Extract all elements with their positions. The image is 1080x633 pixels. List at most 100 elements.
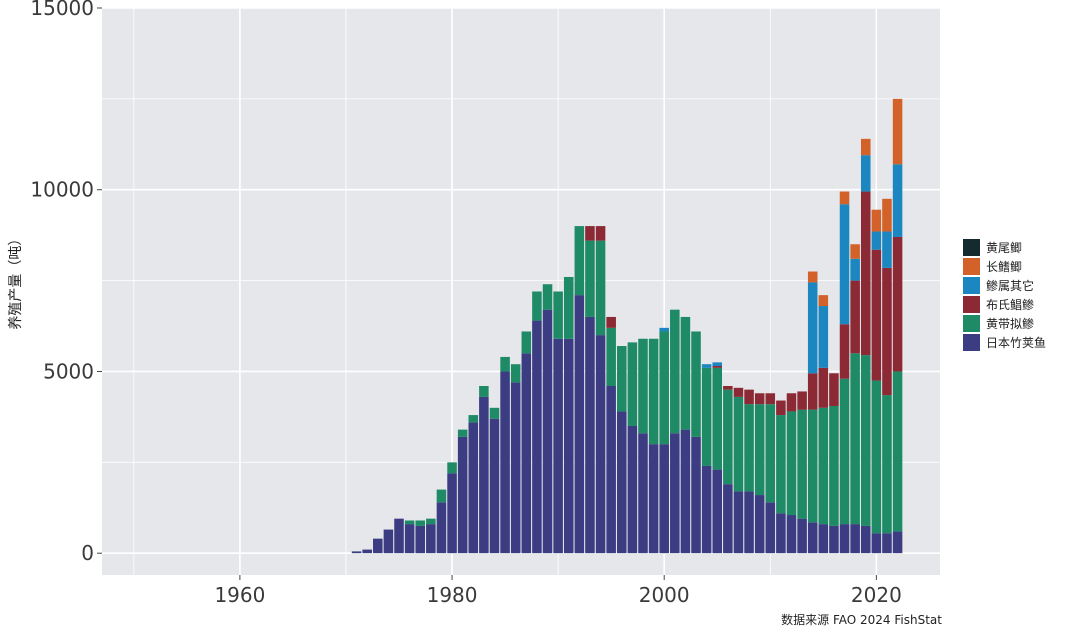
legend-swatch	[963, 258, 980, 275]
bar-segment	[765, 404, 776, 503]
bar-segment	[436, 489, 447, 503]
bar-segment	[892, 98, 903, 165]
bar-segment	[532, 320, 542, 554]
legend-swatch	[963, 296, 980, 313]
bar-segment	[426, 524, 436, 554]
bar-segment	[744, 491, 754, 554]
bar-segment	[415, 520, 426, 526]
bar-segment	[807, 522, 818, 554]
bar-segment	[553, 338, 563, 554]
bar-segment	[415, 525, 426, 554]
bar-segment	[532, 291, 542, 321]
y-tick-label: 10000	[30, 178, 94, 202]
bar-segment	[457, 436, 468, 554]
x-tick-label: 1960	[214, 583, 265, 607]
bar-segment	[585, 226, 595, 241]
bar-segment	[733, 396, 744, 492]
bar-segment	[807, 271, 818, 283]
bar-segment	[383, 529, 394, 554]
bar-segment	[892, 371, 903, 532]
x-tick-label: 2000	[639, 583, 690, 607]
legend-swatch	[963, 315, 980, 332]
bar-segment	[860, 155, 871, 192]
bar-segment	[510, 364, 521, 383]
bar-segment	[606, 327, 616, 386]
bar-segment	[744, 404, 754, 492]
bar-segment	[818, 295, 829, 307]
bar-segment	[404, 524, 415, 554]
bar-segment	[521, 331, 532, 354]
bar-segment	[563, 338, 574, 554]
bar-segment	[797, 409, 807, 519]
bar-segment	[882, 267, 892, 396]
legend-label: 长鳍鲫	[986, 260, 1022, 274]
bar-segment	[776, 513, 786, 554]
bar-segment	[754, 393, 765, 405]
bar-segment	[797, 391, 807, 410]
bar-segment	[839, 191, 850, 205]
legend-label: 鲹属其它	[986, 278, 1034, 293]
bar-segment	[574, 295, 585, 554]
bar-segment	[648, 338, 659, 445]
bar-segment	[818, 367, 829, 408]
bar-segment	[712, 469, 723, 554]
bar-segment	[871, 533, 882, 554]
bar-segment	[776, 415, 786, 514]
legend-swatch	[963, 277, 980, 294]
bar-segment	[436, 502, 447, 554]
bar-segment	[807, 373, 818, 410]
bar-segment	[860, 525, 871, 554]
bar-segment	[553, 291, 563, 339]
bar-segment	[776, 400, 786, 416]
bar-segment	[850, 524, 860, 554]
bar-segment	[616, 411, 627, 554]
bar-segment	[882, 198, 892, 232]
bar-segment	[542, 309, 553, 554]
bar-segment	[351, 551, 362, 554]
bar-segment	[754, 404, 765, 496]
bar-segment	[882, 533, 892, 554]
y-axis-label: 养殖产量（吨）	[7, 232, 24, 330]
bars	[351, 98, 903, 554]
bar-segment	[882, 231, 892, 268]
bar-segment	[638, 433, 648, 554]
bar-segment	[468, 415, 479, 423]
y-tick-label: 5000	[43, 359, 94, 383]
bar-segment	[818, 407, 829, 525]
bar-segment	[871, 249, 882, 381]
bar-segment	[394, 518, 404, 554]
bar-segment	[765, 393, 776, 405]
legend-label: 黄尾鲫	[986, 241, 1022, 255]
bar-segment	[860, 191, 871, 356]
y-axis: 0 5000 10000 15000	[30, 0, 102, 565]
bar-segment	[585, 240, 595, 317]
bar-segment	[595, 226, 606, 241]
bar-segment	[786, 515, 797, 554]
bar-segment	[892, 531, 903, 554]
bar-segment	[850, 280, 860, 354]
bar-segment	[701, 364, 712, 368]
x-tick-label: 2020	[851, 583, 902, 607]
bar-segment	[447, 473, 457, 554]
bar-segment	[701, 367, 712, 466]
bar-segment	[659, 327, 669, 332]
bar-segment	[723, 484, 733, 554]
bar-segment	[860, 138, 871, 156]
x-tick-label: 1980	[427, 583, 478, 607]
bar-segment	[871, 209, 882, 232]
bar-segment	[670, 309, 680, 434]
bar-segment	[807, 409, 818, 523]
bar-segment	[882, 395, 892, 534]
bar-segment	[648, 444, 659, 554]
bar-segment	[850, 353, 860, 525]
bar-segment	[585, 316, 595, 554]
bar-segment	[892, 236, 903, 372]
bar-segment	[712, 367, 723, 470]
bar-segment	[638, 338, 648, 434]
y-tick-label: 0	[81, 541, 94, 565]
bar-segment	[457, 429, 468, 437]
bar-segment	[362, 549, 372, 554]
legend-label: 黄带拟鲹	[986, 317, 1034, 331]
